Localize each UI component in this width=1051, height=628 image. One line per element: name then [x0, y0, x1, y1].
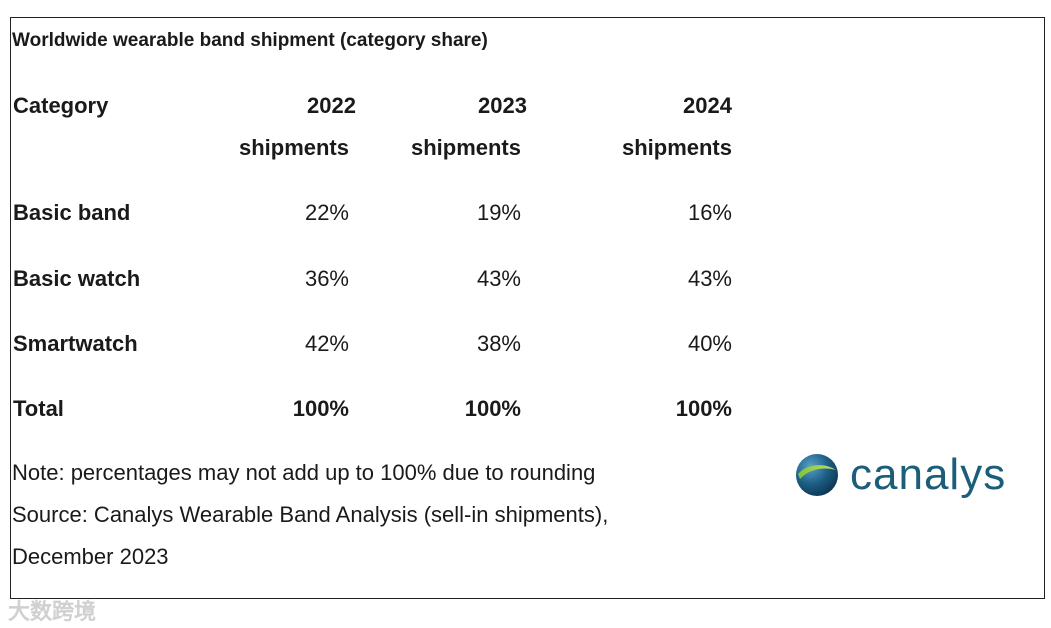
- table-title: Worldwide wearable band shipment (catego…: [12, 30, 488, 51]
- cell-basic-band-2023: 19%: [476, 200, 521, 225]
- cell-smartwatch-2023: 38%: [476, 331, 521, 356]
- cell-total-2022: 100%: [292, 396, 349, 421]
- source-line-2: December 2023: [12, 544, 169, 569]
- watermark-text: 大数跨境: [8, 599, 97, 624]
- cell-smartwatch-2024: 40%: [687, 331, 732, 356]
- row-label-basic-watch: Basic watch: [13, 266, 141, 291]
- cell-basic-watch-2023: 43%: [476, 266, 521, 291]
- cell-total-2023: 100%: [464, 396, 521, 421]
- row-label-smartwatch: Smartwatch: [13, 331, 138, 356]
- source-line-1: Source: Canalys Wearable Band Analysis (…: [12, 502, 609, 527]
- cell-smartwatch-2022: 42%: [304, 331, 349, 356]
- header-year-2023: 2023: [478, 93, 527, 118]
- header-year-2024: 2024: [683, 93, 732, 118]
- header-sub-2022: shipments: [238, 135, 349, 160]
- table-frame: [10, 17, 1045, 599]
- header-year-2022: 2022: [307, 93, 356, 118]
- row-label-total: Total: [13, 396, 64, 421]
- header-sub-2024: shipments: [621, 135, 732, 160]
- note-text: Note: percentages may not add up to 100%…: [12, 460, 596, 485]
- row-label-basic-band: Basic band: [13, 200, 131, 225]
- cell-basic-watch-2022: 36%: [304, 266, 349, 291]
- cell-basic-band-2024: 16%: [687, 200, 732, 225]
- cell-basic-band-2022: 22%: [304, 200, 349, 225]
- canalys-logo: canalys: [794, 449, 1005, 501]
- header-category: Category: [13, 93, 109, 118]
- header-sub-2023: shipments: [410, 135, 521, 160]
- cell-total-2024: 100%: [675, 396, 732, 421]
- canalys-logo-text: canalys: [850, 450, 1007, 499]
- canalys-globe-icon: [796, 454, 838, 496]
- cell-basic-watch-2024: 43%: [687, 266, 732, 291]
